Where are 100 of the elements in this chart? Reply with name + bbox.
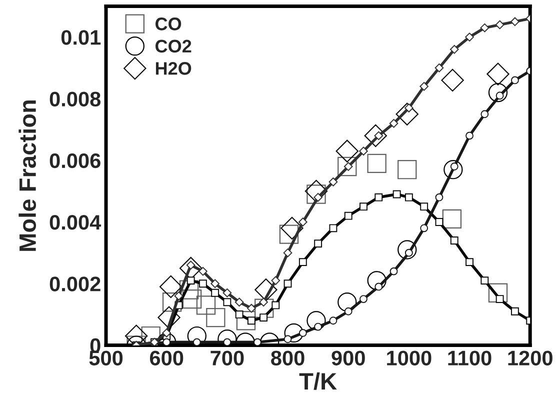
legend-label: CO2: [156, 40, 192, 53]
x-tick-label: 500: [89, 350, 123, 366]
point: [398, 240, 417, 260]
point: [271, 276, 280, 285]
point: [174, 292, 184, 300]
point: [344, 307, 352, 316]
point: [186, 276, 195, 285]
point: [396, 102, 418, 126]
point: [158, 306, 180, 329]
point: [124, 324, 148, 346]
point: [162, 338, 171, 346]
point: [480, 276, 489, 285]
x-tick-label: 1100: [448, 350, 492, 366]
x-tick-label: 600: [150, 350, 184, 366]
point: [466, 258, 474, 266]
point: [162, 328, 172, 338]
point: [420, 224, 428, 232]
point: [259, 298, 268, 307]
point: [234, 298, 244, 307]
point: [254, 278, 278, 302]
point: [442, 209, 462, 228]
point: [360, 202, 368, 211]
point: [420, 82, 428, 91]
point: [510, 17, 520, 26]
point: [247, 304, 256, 313]
point: [159, 275, 182, 298]
point: [272, 301, 280, 310]
point: [198, 280, 207, 288]
point: [211, 288, 220, 297]
point: [283, 248, 292, 258]
x-tick-label: 900: [332, 350, 365, 366]
point: [222, 288, 232, 298]
point: [210, 279, 220, 288]
point: [304, 180, 328, 203]
point: [179, 280, 199, 300]
point: [404, 193, 413, 202]
point: [367, 154, 386, 174]
point: [480, 110, 489, 118]
x-tick-label: 1000: [387, 350, 432, 366]
y-tick-label: 0.002: [50, 276, 100, 292]
point: [314, 322, 322, 331]
point: [444, 160, 463, 180]
point: [328, 178, 338, 186]
point: [480, 23, 490, 32]
point: [392, 190, 401, 198]
point: [466, 132, 474, 140]
point: [284, 280, 292, 288]
point: [223, 298, 232, 306]
point: [450, 236, 458, 244]
point: [364, 124, 387, 148]
point: [374, 193, 383, 202]
point: [465, 32, 474, 42]
point: [488, 283, 508, 302]
point: [450, 44, 459, 54]
point: [254, 338, 262, 346]
point: [223, 338, 232, 346]
point: [336, 140, 358, 162]
point: [206, 308, 226, 328]
point: [329, 224, 338, 232]
point: [510, 76, 519, 84]
y-tick-label: 0.008: [50, 92, 101, 106]
point: [398, 160, 417, 180]
x-tick-label: 1200: [508, 350, 552, 366]
point: [236, 311, 256, 330]
point: [390, 267, 398, 276]
point: [367, 270, 386, 290]
point: [196, 296, 216, 315]
point: [374, 282, 383, 291]
legend-label: H2O: [156, 62, 192, 75]
point: [260, 314, 268, 322]
legend-label: CO: [156, 18, 182, 30]
point: [510, 307, 519, 316]
point: [441, 68, 464, 92]
point: [198, 266, 208, 276]
point: [338, 292, 357, 312]
point: [360, 295, 368, 304]
point: [306, 311, 326, 330]
point: [486, 62, 510, 86]
point: [404, 104, 414, 112]
point: [254, 298, 274, 318]
point: [162, 292, 182, 312]
point: [235, 310, 244, 318]
point: [344, 212, 352, 220]
point: [247, 316, 256, 325]
point: [314, 240, 322, 248]
point: [284, 323, 304, 343]
point: [280, 216, 304, 240]
point: [420, 202, 428, 211]
point: [284, 335, 292, 344]
point: [329, 316, 338, 325]
point: [192, 338, 201, 346]
x-tick-label: 700: [210, 350, 244, 366]
point: [435, 218, 444, 226]
point: [359, 146, 368, 156]
point: [298, 328, 307, 337]
x-tick-label: 800: [271, 350, 304, 366]
y-tick-label: 0.004: [50, 214, 102, 230]
point: [495, 20, 504, 30]
point: [488, 82, 508, 102]
y-tick-label: 0.006: [50, 153, 100, 168]
